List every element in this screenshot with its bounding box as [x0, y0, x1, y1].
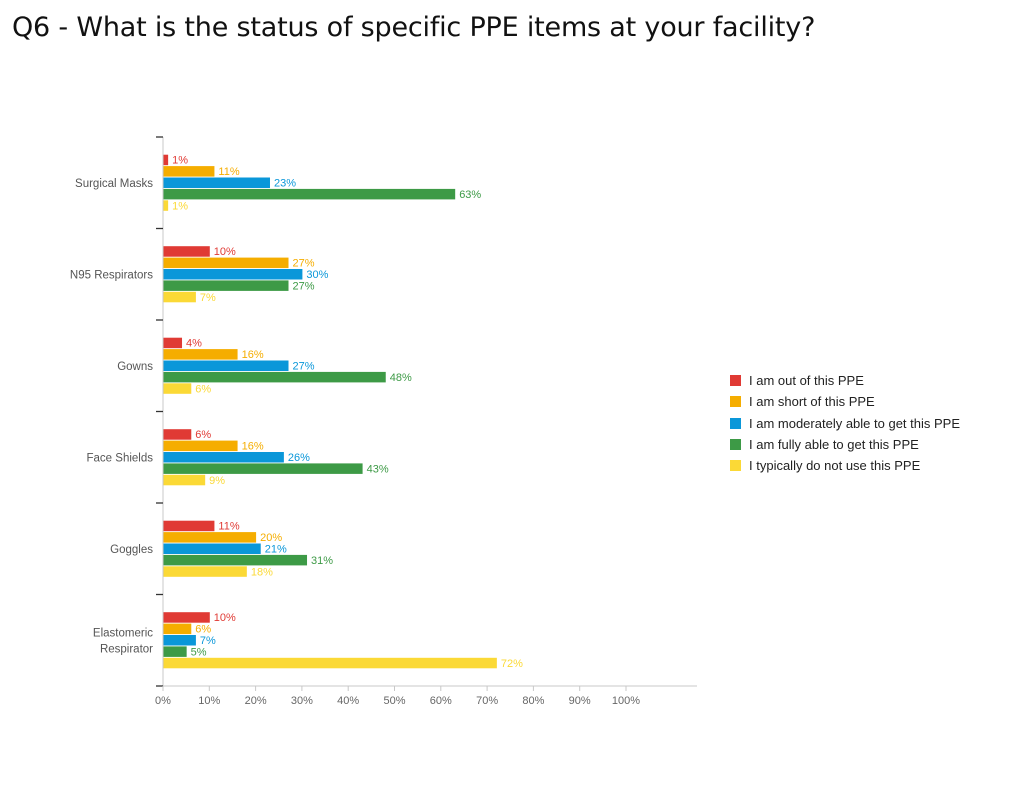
x-tick-label: 20%	[245, 695, 267, 707]
data-label: 16%	[242, 441, 264, 453]
x-tick-label: 10%	[198, 695, 220, 707]
bar	[163, 200, 169, 211]
legend-item: I am out of this PPE	[730, 370, 960, 391]
data-label: 20%	[260, 532, 282, 544]
data-label: 27%	[293, 361, 315, 373]
x-tick-label: 40%	[337, 695, 359, 707]
legend-swatch	[730, 396, 741, 408]
category-label: Gowns	[117, 361, 153, 373]
data-label: 18%	[251, 566, 273, 578]
bar	[163, 440, 238, 452]
bar	[163, 177, 270, 188]
legend-label: I am out of this PPE	[749, 373, 864, 389]
legend-swatch	[730, 460, 741, 472]
bar	[163, 543, 261, 554]
bar	[163, 463, 363, 474]
bar	[163, 429, 192, 440]
x-tick-label: 50%	[383, 695, 405, 707]
bar	[163, 280, 289, 291]
category-label: N95 Respirators	[70, 269, 153, 281]
x-tick-label: 80%	[522, 695, 544, 707]
chart-title: Q6 - What is the status of specific PPE …	[12, 12, 816, 43]
bar	[163, 566, 247, 577]
bar	[163, 371, 386, 383]
data-label: 26%	[288, 452, 310, 464]
bar	[163, 554, 308, 566]
legend-swatch	[730, 417, 741, 429]
data-label: 43%	[367, 463, 389, 475]
bar	[163, 188, 456, 200]
bar	[163, 291, 196, 303]
data-label: 6%	[195, 624, 211, 636]
legend-label: I am fully able to get this PPE	[749, 437, 919, 453]
bar	[163, 646, 187, 657]
legend-label: I am moderately able to get this PPE	[749, 415, 960, 431]
bar	[163, 520, 215, 532]
bar	[163, 360, 289, 371]
data-label: 4%	[186, 338, 202, 350]
legend-item: I typically do not use this PPE	[730, 455, 960, 476]
bar	[163, 246, 210, 257]
data-label: 7%	[200, 635, 216, 647]
data-label: 21%	[265, 544, 287, 556]
bar	[163, 337, 183, 349]
x-tick-label: 100%	[612, 695, 640, 707]
data-label: 63%	[459, 189, 481, 201]
data-label: 48%	[390, 372, 412, 384]
chart-legend: I am out of this PPE I am short of this P…	[730, 370, 960, 476]
legend-swatch	[730, 375, 741, 387]
data-label: 30%	[306, 269, 328, 281]
category-label: Goggles	[110, 544, 153, 556]
x-tick-label: 60%	[430, 695, 452, 707]
data-label: 10%	[214, 246, 236, 258]
bar	[163, 532, 257, 543]
x-tick-label: 0%	[155, 695, 171, 707]
data-label: 10%	[214, 612, 236, 624]
data-label: 5%	[191, 646, 207, 658]
data-label: 11%	[218, 521, 239, 533]
category-label: Face Shields	[87, 452, 154, 464]
data-label: 23%	[274, 178, 296, 190]
bar	[163, 657, 497, 669]
data-label: 11%	[218, 166, 239, 178]
category-label: Surgical Masks	[75, 178, 153, 190]
data-label: 6%	[195, 429, 211, 441]
bar	[163, 166, 215, 177]
x-tick-label: 70%	[476, 695, 498, 707]
bar	[163, 635, 196, 646]
data-label: 27%	[293, 280, 315, 292]
legend-item: I am short of this PPE	[730, 391, 960, 412]
x-tick-label: 90%	[569, 695, 591, 707]
data-label: 7%	[200, 292, 216, 304]
legend-item: I am fully able to get this PPE	[730, 434, 960, 455]
data-label: 9%	[209, 475, 225, 487]
bar	[163, 612, 210, 623]
bar	[163, 349, 238, 360]
bar	[163, 383, 192, 394]
data-label: 27%	[293, 258, 315, 270]
legend-swatch	[730, 439, 741, 451]
bar	[163, 474, 206, 486]
legend-label: I typically do not use this PPE	[749, 458, 921, 474]
bar	[163, 154, 169, 166]
data-label: 72%	[501, 658, 523, 670]
x-tick-label: 30%	[291, 695, 313, 707]
bar	[163, 257, 289, 269]
legend-label: I am short of this PPE	[749, 394, 875, 410]
category-label: Elastomeric	[93, 627, 153, 639]
legend-item: I am moderately able to get this PPE	[730, 413, 960, 434]
bar	[163, 452, 284, 463]
bar	[163, 623, 192, 635]
data-label: 1%	[172, 200, 188, 212]
data-label: 6%	[195, 383, 211, 395]
bar	[163, 269, 303, 280]
data-label: 16%	[242, 349, 264, 361]
data-label: 31%	[311, 555, 333, 567]
category-label: Respirator	[100, 643, 153, 655]
data-label: 1%	[172, 155, 188, 167]
